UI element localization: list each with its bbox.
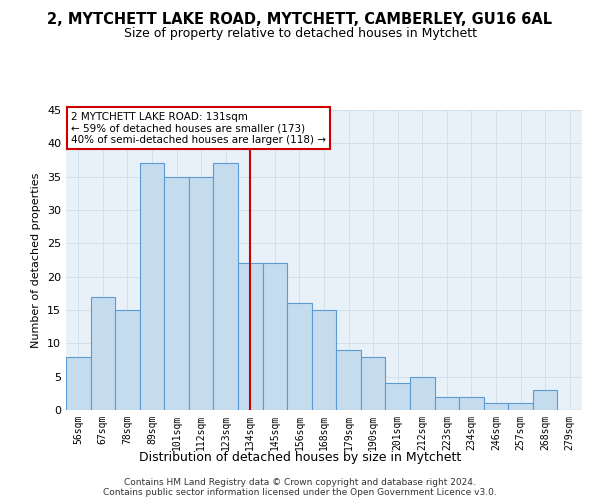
Text: Size of property relative to detached houses in Mytchett: Size of property relative to detached ho… <box>124 28 476 40</box>
Bar <box>140 164 164 410</box>
Bar <box>91 296 115 410</box>
Bar <box>410 376 434 410</box>
Bar <box>533 390 557 410</box>
Bar <box>361 356 385 410</box>
Bar <box>189 176 214 410</box>
Bar <box>214 164 238 410</box>
Bar <box>66 356 91 410</box>
Bar <box>263 264 287 410</box>
Bar <box>434 396 459 410</box>
Bar <box>508 404 533 410</box>
Bar <box>459 396 484 410</box>
Bar <box>115 310 140 410</box>
Bar <box>484 404 508 410</box>
Text: Distribution of detached houses by size in Mytchett: Distribution of detached houses by size … <box>139 451 461 464</box>
Bar <box>385 384 410 410</box>
Text: 2 MYTCHETT LAKE ROAD: 131sqm
← 59% of detached houses are smaller (173)
40% of s: 2 MYTCHETT LAKE ROAD: 131sqm ← 59% of de… <box>71 112 326 144</box>
Bar <box>164 176 189 410</box>
Text: Contains public sector information licensed under the Open Government Licence v3: Contains public sector information licen… <box>103 488 497 497</box>
Text: Contains HM Land Registry data © Crown copyright and database right 2024.: Contains HM Land Registry data © Crown c… <box>124 478 476 487</box>
Bar <box>312 310 336 410</box>
Bar <box>287 304 312 410</box>
Bar <box>336 350 361 410</box>
Bar <box>238 264 263 410</box>
Y-axis label: Number of detached properties: Number of detached properties <box>31 172 41 348</box>
Text: 2, MYTCHETT LAKE ROAD, MYTCHETT, CAMBERLEY, GU16 6AL: 2, MYTCHETT LAKE ROAD, MYTCHETT, CAMBERL… <box>47 12 553 28</box>
